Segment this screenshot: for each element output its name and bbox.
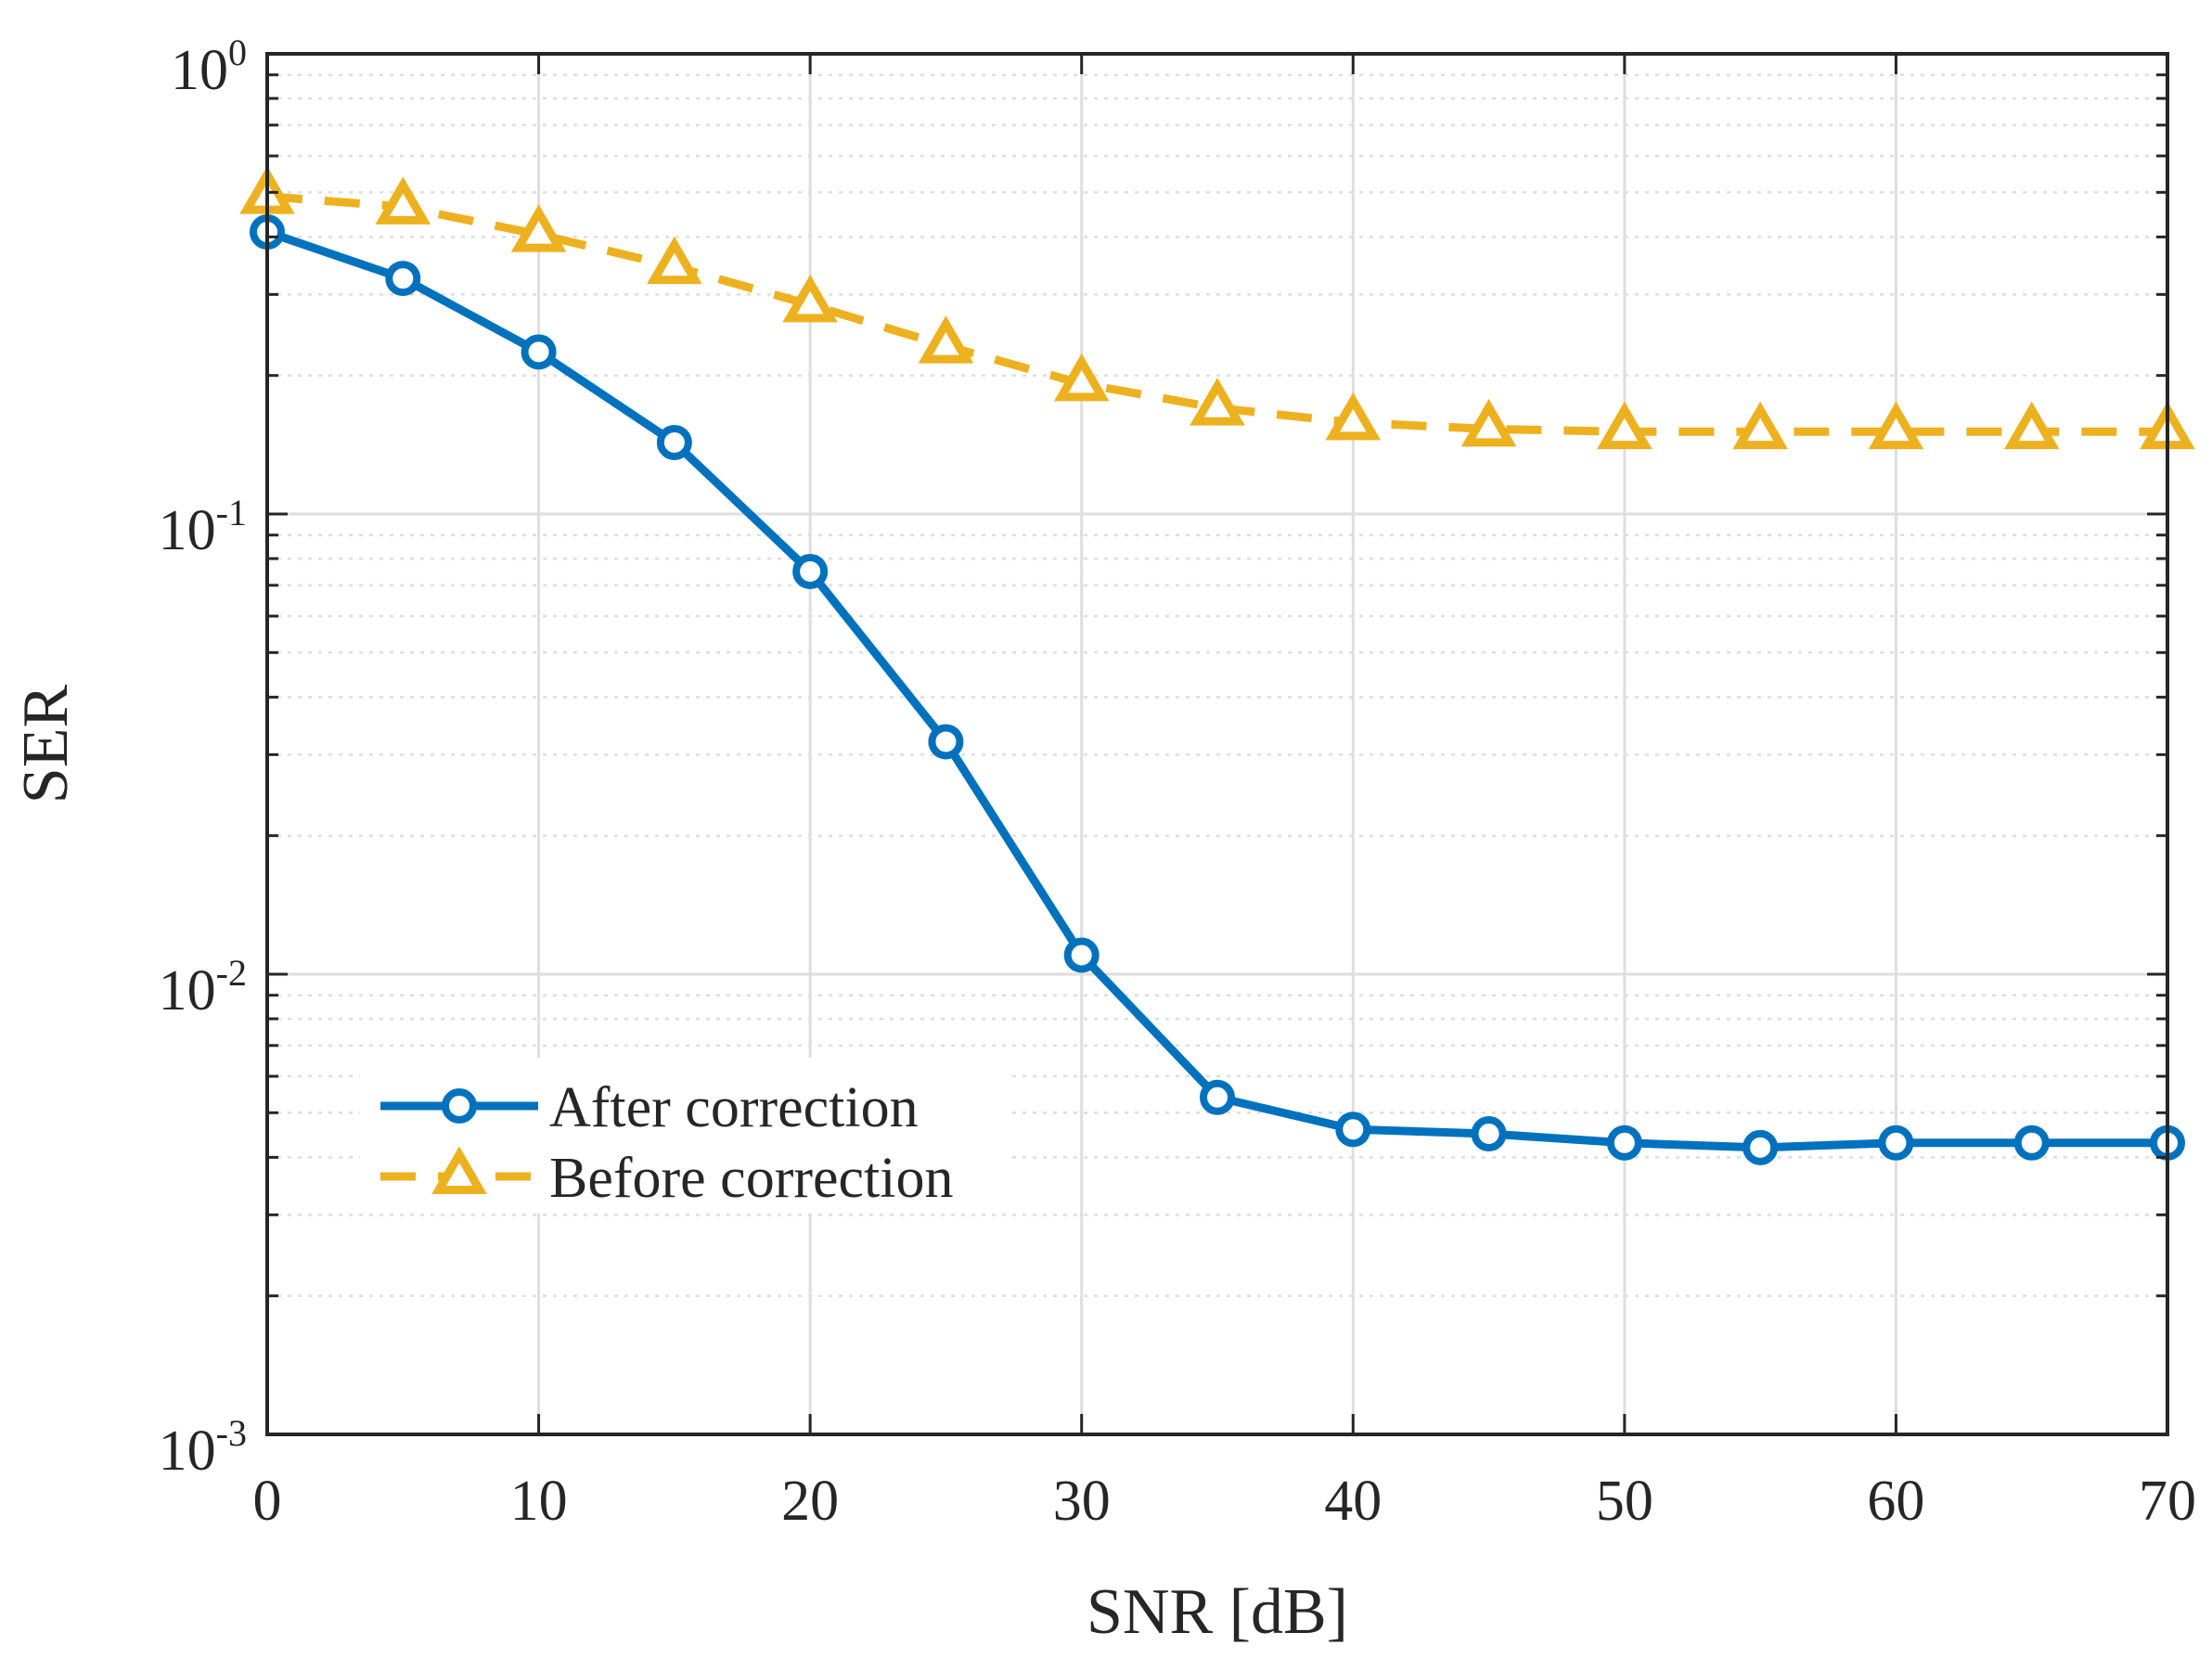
data-point-before-correction [918,315,974,364]
data-point-before-correction [1732,401,1788,450]
data-point-before-correction [1460,398,1517,447]
data-point-before-correction [1190,378,1245,426]
y-tick-exponent: 0 [228,32,247,73]
data-point-after-correction [385,261,421,297]
x-tick-label: 70 [2139,1470,2196,1533]
data-point-after-correction [2013,1125,2050,1161]
axis-ticks [265,52,2169,1436]
y-tick-exponent: -3 [216,1412,247,1454]
data-point-after-correction [928,724,964,760]
x-tick-label: 60 [1867,1470,1924,1533]
x-tick-label: 20 [781,1470,839,1533]
legend-label-after-correction: After correction [549,1076,919,1139]
x-tick-label: 0 [253,1470,282,1533]
data-point-after-correction [1878,1125,1914,1161]
y-tick-label: 100 [171,32,247,102]
data-point-after-correction [656,424,692,460]
x-axis-label: SNR [dB] [1087,1576,1348,1648]
data-point-before-correction [510,204,567,252]
data-point-after-correction [521,334,557,370]
plot-background [267,54,2167,1434]
y-axis-label: SER [10,685,82,804]
data-point-before-correction [1597,401,1653,450]
legend-marker-before-correction [431,1146,487,1194]
y-tick-label: 10-3 [159,1412,247,1483]
data-point-after-correction [1471,1116,1507,1152]
legend-marker-shape [442,1088,477,1124]
y-tick-exponent: -1 [216,492,247,533]
y-tick-base: 10 [159,499,216,562]
y-tick-label: 10-2 [159,952,247,1022]
data-point-after-correction [1063,937,1100,973]
y-tick-base: 10 [171,39,228,102]
x-tick-labels: 0 10 20 30 40 50 60 70 [253,1470,2197,1533]
legend: After correction Before correction [360,1058,1010,1214]
y-tick-base: 10 [159,1420,216,1483]
data-point-before-correction [647,236,702,285]
data-point-before-correction [782,274,838,323]
series-line-before-correction [266,192,2167,436]
data-point-before-correction [1325,392,1382,441]
data-point-before-correction [1053,353,1110,402]
x-tick-label: 50 [1596,1470,1653,1533]
data-point-after-correction [1743,1129,1779,1165]
data-point-after-correction [792,553,829,589]
data-point-after-correction [1200,1079,1235,1115]
x-tick-label: 10 [510,1470,568,1533]
x-tick-label: 30 [1053,1470,1111,1533]
legend-label-before-correction: Before correction [549,1147,953,1210]
y-tick-base: 10 [159,959,216,1022]
y-tick-label: 10-1 [159,492,247,562]
plot-frame [265,52,2169,1436]
data-point-after-correction [1335,1112,1371,1148]
legend-marker-shape [431,1146,487,1194]
series-layer [239,166,2195,1165]
y-tick-exponent: -2 [216,952,247,994]
data-point-before-correction [1868,401,1924,450]
data-point-after-correction [1606,1125,1642,1161]
legend-marker-after-correction [442,1088,477,1124]
x-tick-label: 40 [1324,1470,1382,1533]
data-point-before-correction [2003,401,2060,450]
data-point-before-correction [375,176,431,225]
